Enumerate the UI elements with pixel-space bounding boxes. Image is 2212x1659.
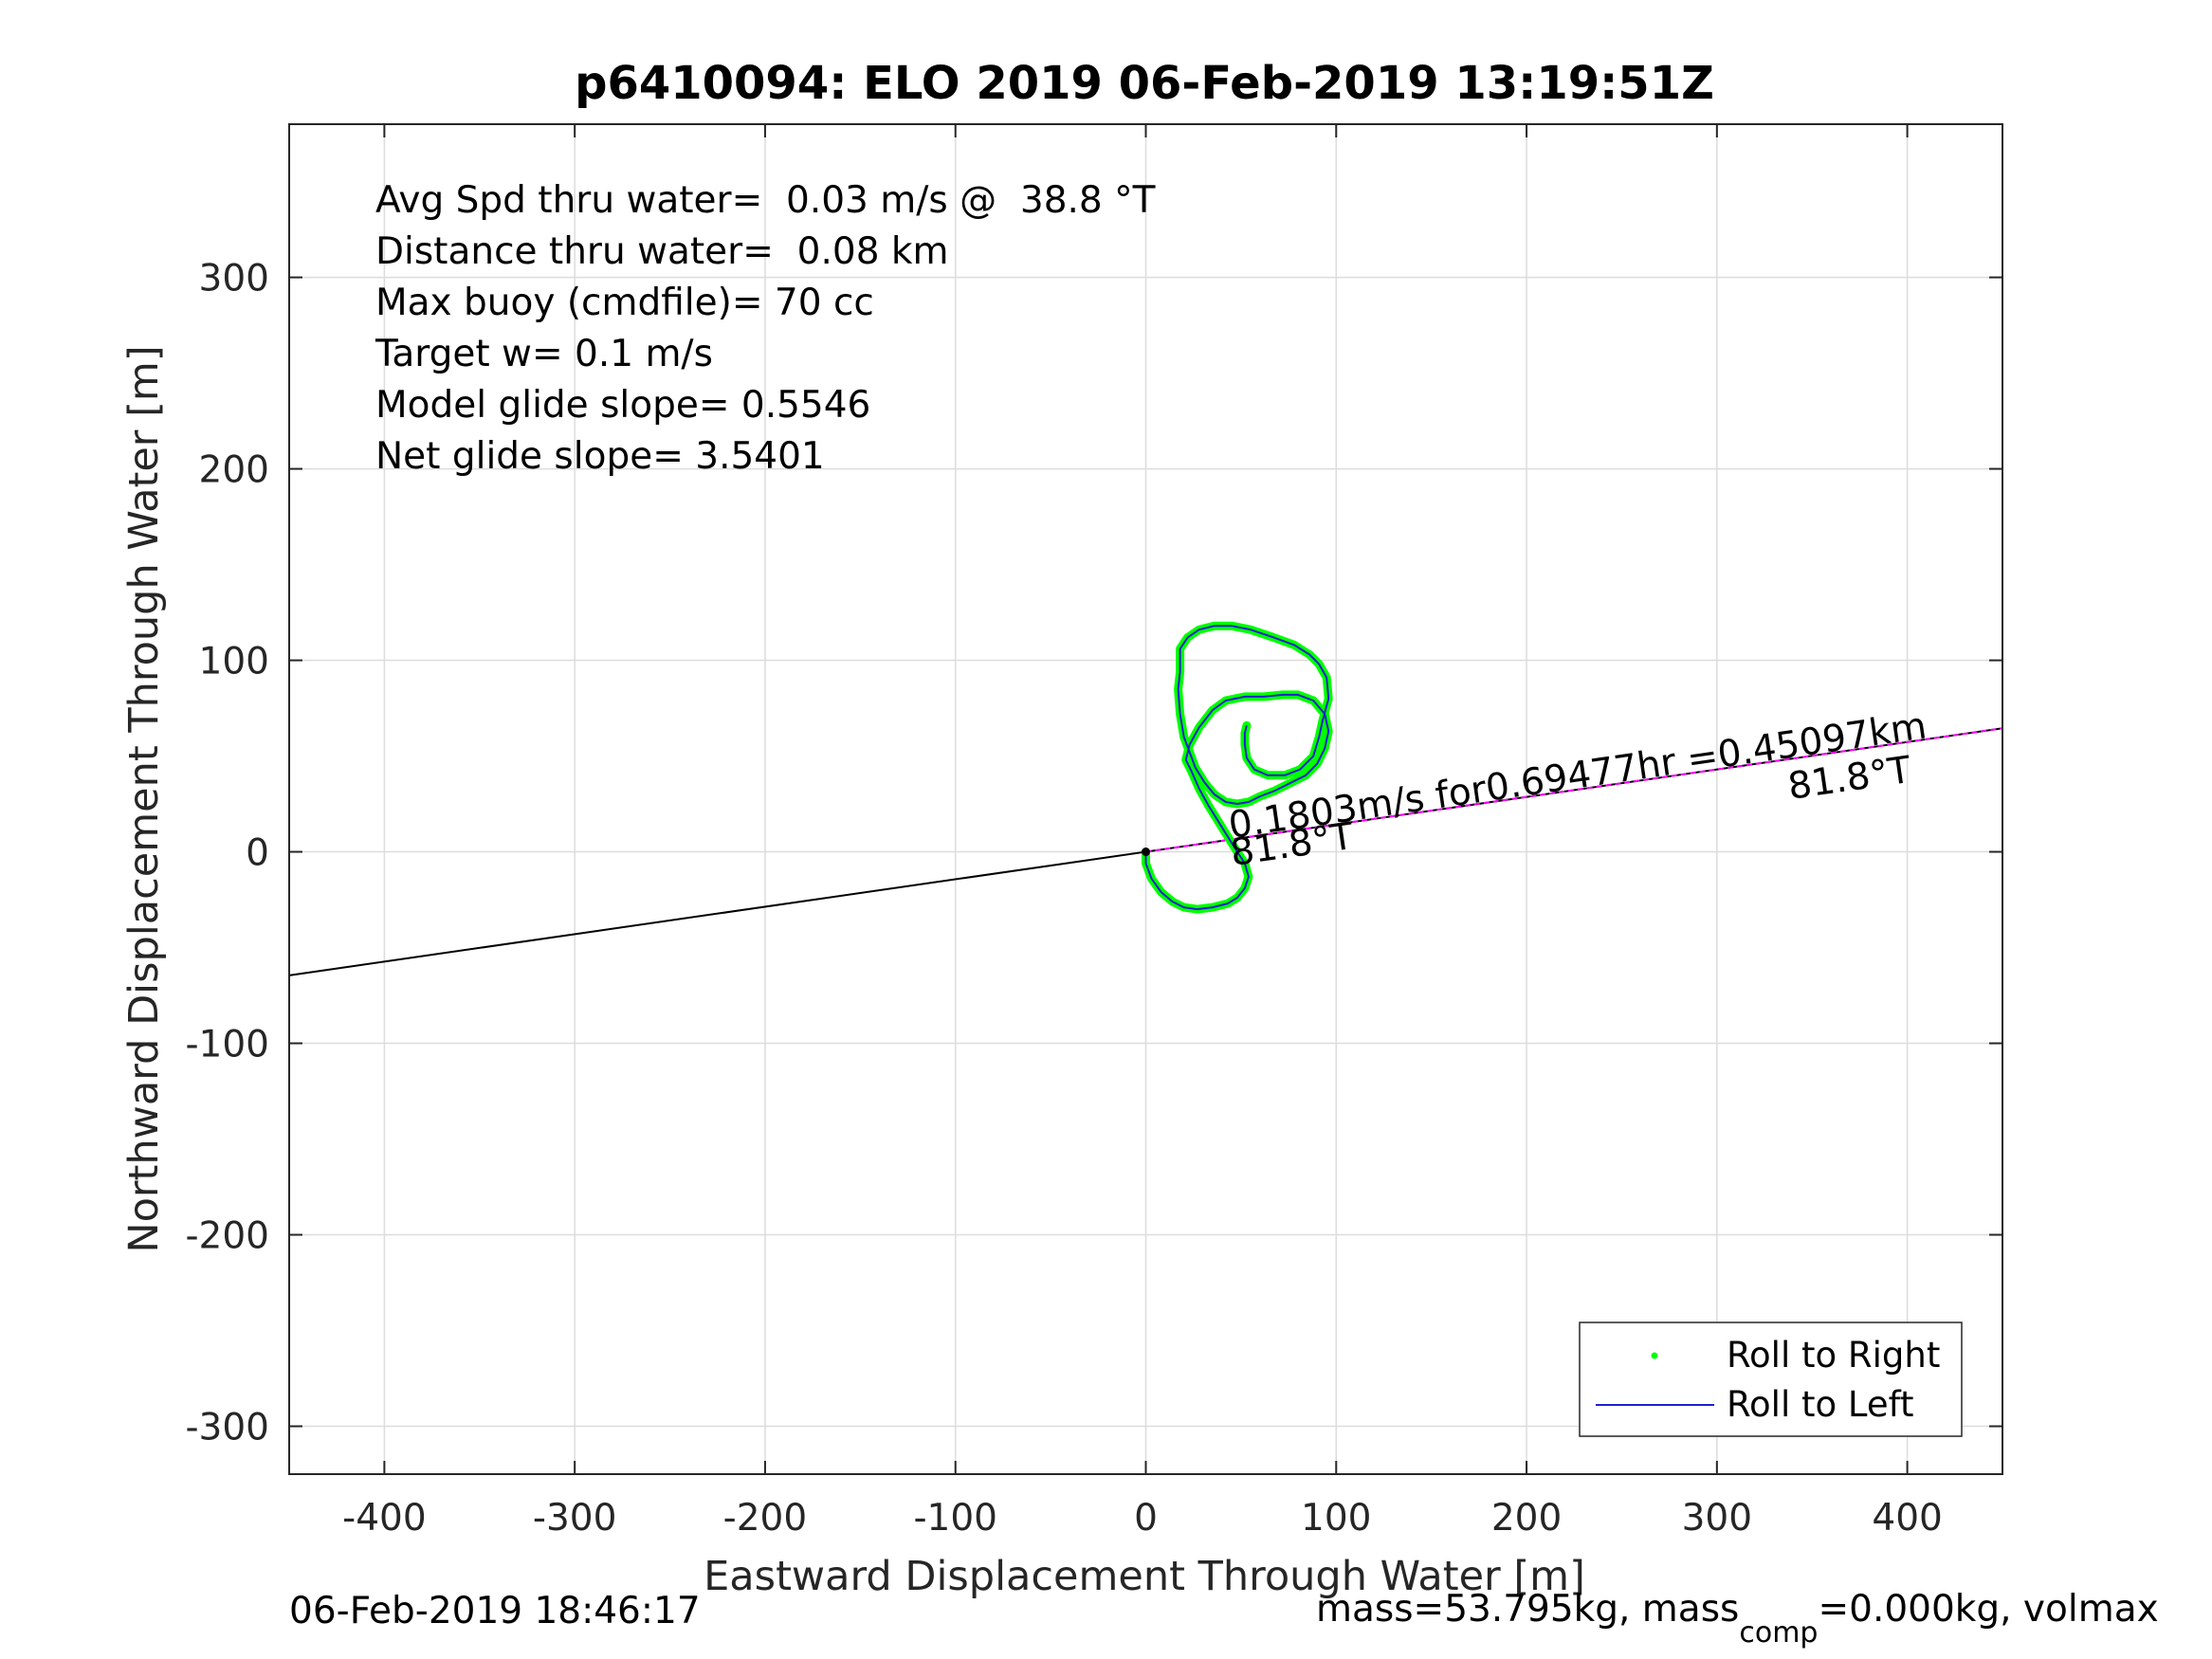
y-tick-label: 300 — [199, 258, 269, 301]
y-tick-label: -200 — [185, 1215, 269, 1258]
data-series — [288, 621, 2003, 976]
y-tick-label: -100 — [185, 1024, 269, 1066]
y-tick-labels: -300 -200 -100 0 100 200 300 — [185, 258, 269, 1449]
chart-title: p6410094: ELO 2019 06-Feb-2019 13:19:51Z — [575, 57, 1714, 110]
x-axis-label: Eastward Displacement Through Water [m] — [704, 1553, 1585, 1600]
y-tick-label: 200 — [199, 449, 269, 492]
x-tick-label: -100 — [913, 1497, 997, 1540]
legend-box — [1579, 1322, 1963, 1437]
legend: Roll to Right Roll to Left — [1579, 1322, 1963, 1437]
x-tick-label: 0 — [1134, 1497, 1158, 1540]
footer-mass-info: mass=53.795kg, masscomp=0.000kg, volmax — [1316, 1588, 2159, 1650]
grid-lines — [289, 124, 2002, 1474]
info-text-block: Avg Spd thru water= 0.03 m/s @ 38.8 °T D… — [375, 179, 1156, 478]
y-tick-label: -300 — [185, 1407, 269, 1449]
x-tick-label: -200 — [723, 1497, 808, 1540]
footer-datetime: 06-Feb-2019 18:46:17 — [289, 1590, 701, 1632]
info-line-model-glide: Model glide slope= 0.5546 — [375, 384, 870, 427]
start-point-marker — [1142, 848, 1150, 857]
info-line-target-w: Target w= 0.1 m/s — [375, 333, 713, 375]
info-line-avg-speed: Avg Spd thru water= 0.03 m/s @ 38.8 °T — [375, 179, 1156, 222]
footer-mass-prefix: mass=53.795kg, mass — [1316, 1588, 1739, 1631]
footer-mass-suffix: =0.000kg, volmax — [1818, 1588, 2158, 1631]
info-line-net-glide: Net glide slope= 3.5401 — [375, 435, 825, 478]
depth-average-current-line — [1145, 727, 2003, 853]
legend-label-roll-right: Roll to Right — [1727, 1335, 1940, 1376]
y-axis-label: Northward Displacement Through Water [m] — [120, 345, 168, 1252]
x-tick-label: 100 — [1301, 1497, 1371, 1540]
footer-mass-sub: comp — [1739, 1616, 1818, 1650]
legend-label-roll-left: Roll to Left — [1727, 1384, 1914, 1425]
legend-marker-roll-right — [1651, 1352, 1658, 1359]
info-line-max-buoy: Max buoy (cmdfile)= 70 cc — [375, 282, 874, 324]
x-tick-label: 200 — [1491, 1497, 1562, 1540]
info-line-distance: Distance thru water= 0.08 km — [375, 230, 948, 273]
roll-to-left-track — [1144, 625, 1330, 911]
y-tick-label: 0 — [246, 832, 269, 875]
plot-frame — [288, 123, 2003, 1475]
x-tick-label: -400 — [342, 1497, 427, 1540]
x-tick-label: 300 — [1682, 1497, 1752, 1540]
x-tick-labels: -400 -300 -200 -100 0 100 200 300 400 — [342, 1497, 1943, 1540]
x-tick-label: 400 — [1872, 1497, 1942, 1540]
x-tick-label: -300 — [533, 1497, 617, 1540]
axis-ticks — [289, 124, 2002, 1474]
y-tick-label: 100 — [199, 641, 269, 684]
